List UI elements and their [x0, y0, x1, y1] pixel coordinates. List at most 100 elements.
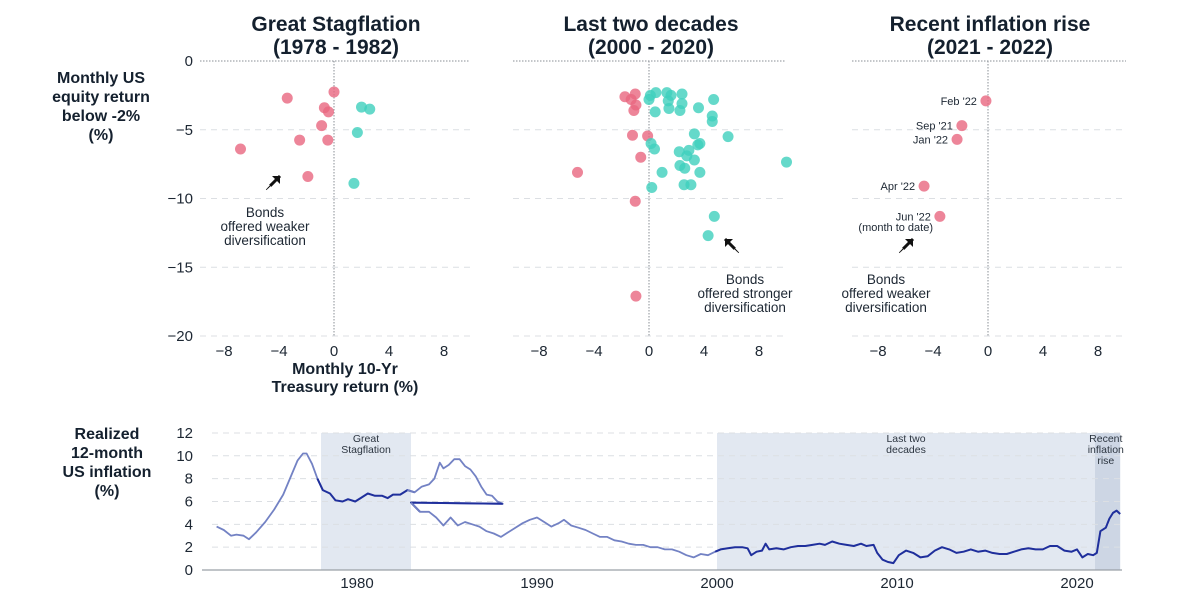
panel-3-title-line1: Recent inflation rise [890, 13, 1091, 36]
positive-bond-point [706, 116, 718, 127]
y-axis-title-scatter-line-4: (%) [89, 127, 114, 144]
panel-2-title-line2: (2000 - 2020) [588, 36, 714, 59]
positive-bond-point [693, 102, 704, 114]
x-tick-label: 2020 [1060, 575, 1093, 592]
negative-bond-point [635, 151, 647, 163]
y-axis-title-inflation-line-2: 12-month [71, 445, 143, 462]
y-tick-label: 4 [185, 516, 193, 533]
positive-bond-point [679, 162, 691, 174]
positive-bond-point [681, 150, 693, 162]
positive-bond-point [708, 94, 720, 105]
x-tick-label: 0 [984, 343, 992, 360]
negative-bond-point [980, 95, 992, 107]
positive-bond-point [643, 94, 655, 105]
x-tick-label: 2010 [880, 575, 913, 592]
region-label-line-1: Great [353, 433, 379, 445]
x-tick-label: −8 [215, 343, 232, 360]
negative-bond-point [627, 129, 638, 141]
x-tick-label: 1980 [340, 575, 373, 592]
region-label-line-2: inflation [1088, 444, 1124, 456]
positive-bond-point [688, 128, 700, 140]
arrow-icon [898, 237, 915, 254]
positive-bond-point [351, 127, 363, 138]
x-tick-label: 0 [645, 343, 653, 360]
y-tick-label: −5 [176, 122, 193, 139]
region-label-line-1: Recent [1089, 433, 1122, 445]
x-tick-label: 0 [330, 343, 338, 360]
annotation-panel-3-line-3: diversification [845, 300, 927, 315]
annotation-panel-1-line-3: diversification [224, 233, 306, 248]
annotation-panel-1-line-1: Bonds [246, 205, 285, 220]
scatter-panel-2: −8 −4 0 4 8 [513, 60, 792, 360]
negative-bond-point [629, 195, 641, 207]
positive-bond-point [722, 131, 734, 143]
arrow-icon-tail [735, 249, 740, 254]
y-axis-title-inflation-line-4: (%) [95, 483, 120, 500]
point-label: Sep '21 [916, 121, 953, 133]
positive-bond-point [708, 210, 720, 222]
scatter-panel-1: 0 −5 −10 −15 −20 −8 −4 0 4 8 [168, 53, 470, 360]
y-tick-label: −20 [168, 328, 193, 345]
positive-bond-point [702, 230, 714, 242]
negative-bond-point [302, 171, 314, 182]
x-tick-label: −8 [869, 343, 886, 360]
negative-bond-point [628, 105, 640, 116]
negative-bond-point [934, 210, 946, 222]
inflation-line [410, 501, 721, 559]
y-tick-label: 10 [176, 448, 193, 465]
positive-bond-point [694, 138, 706, 149]
positive-bond-point [364, 103, 376, 115]
y-tick-label: 8 [185, 471, 193, 488]
annotation-panel-2-line-1: Bonds [726, 272, 765, 287]
negative-bond-point [956, 120, 968, 132]
arrow-icon-tail [898, 249, 903, 254]
inflation-line [216, 452, 324, 541]
inflation-line [407, 458, 504, 505]
negative-bond-point [323, 106, 334, 118]
annotation-panel-2-line-2: offered stronger [697, 286, 793, 301]
x-tick-label: 4 [1039, 343, 1047, 360]
negative-bond-point [918, 180, 930, 192]
x-tick-label: 1990 [520, 575, 553, 592]
y-axis-title-inflation-line-1: Realized [75, 426, 140, 443]
x-tick-label: −4 [585, 343, 602, 360]
y-tick-label: 12 [176, 425, 193, 442]
y-tick-label: 0 [185, 562, 193, 579]
positive-bond-point [356, 101, 367, 113]
x-tick-label: 4 [700, 343, 708, 360]
y-tick-label: 6 [185, 493, 193, 510]
x-tick-label: −4 [270, 343, 287, 360]
positive-bond-point [649, 106, 661, 118]
positive-bond-point [650, 87, 662, 99]
y-axis-title-scatter-line-2: equity return [52, 89, 150, 106]
point-label: Jan '22 [913, 134, 948, 146]
inflation-line-highlighted [714, 509, 1121, 565]
y-tick-label: −15 [168, 259, 193, 276]
region-label-line-3: rise [1097, 455, 1114, 467]
region-label-line-2: Stagflation [341, 444, 391, 456]
y-tick-label: −10 [168, 191, 193, 208]
y-tick-label: 2 [185, 539, 193, 556]
negative-bond-point [294, 134, 306, 146]
arrow-icon-head [905, 239, 913, 247]
negative-bond-point [572, 166, 583, 178]
x-tick-label: 2000 [700, 575, 733, 592]
scatter-layer: Monthly US equity return below -2% (%) 0 −5 −1… [52, 53, 1126, 396]
y-axis-title-inflation-line-3: US inflation [63, 464, 152, 481]
arrow-icon [265, 174, 282, 191]
y-axis-title-scatter-line-1: Monthly US [57, 70, 145, 87]
region-label-line-1: Last two [886, 433, 925, 445]
negative-bond-point [281, 92, 293, 104]
panel-2-title-line1: Last two decades [563, 13, 738, 36]
inflation-line-highlighted [410, 501, 503, 513]
positive-bond-point [694, 166, 706, 178]
positive-bond-point [649, 143, 660, 155]
panel-1-title-line2: (1978 - 1982) [273, 36, 399, 59]
annotation-panel-3-line-1: Bonds [867, 272, 906, 287]
x-tick-label: 8 [440, 343, 448, 360]
x-tick-label: 8 [755, 343, 763, 360]
arrow-icon-head [725, 239, 733, 247]
positive-bond-point [646, 182, 658, 193]
